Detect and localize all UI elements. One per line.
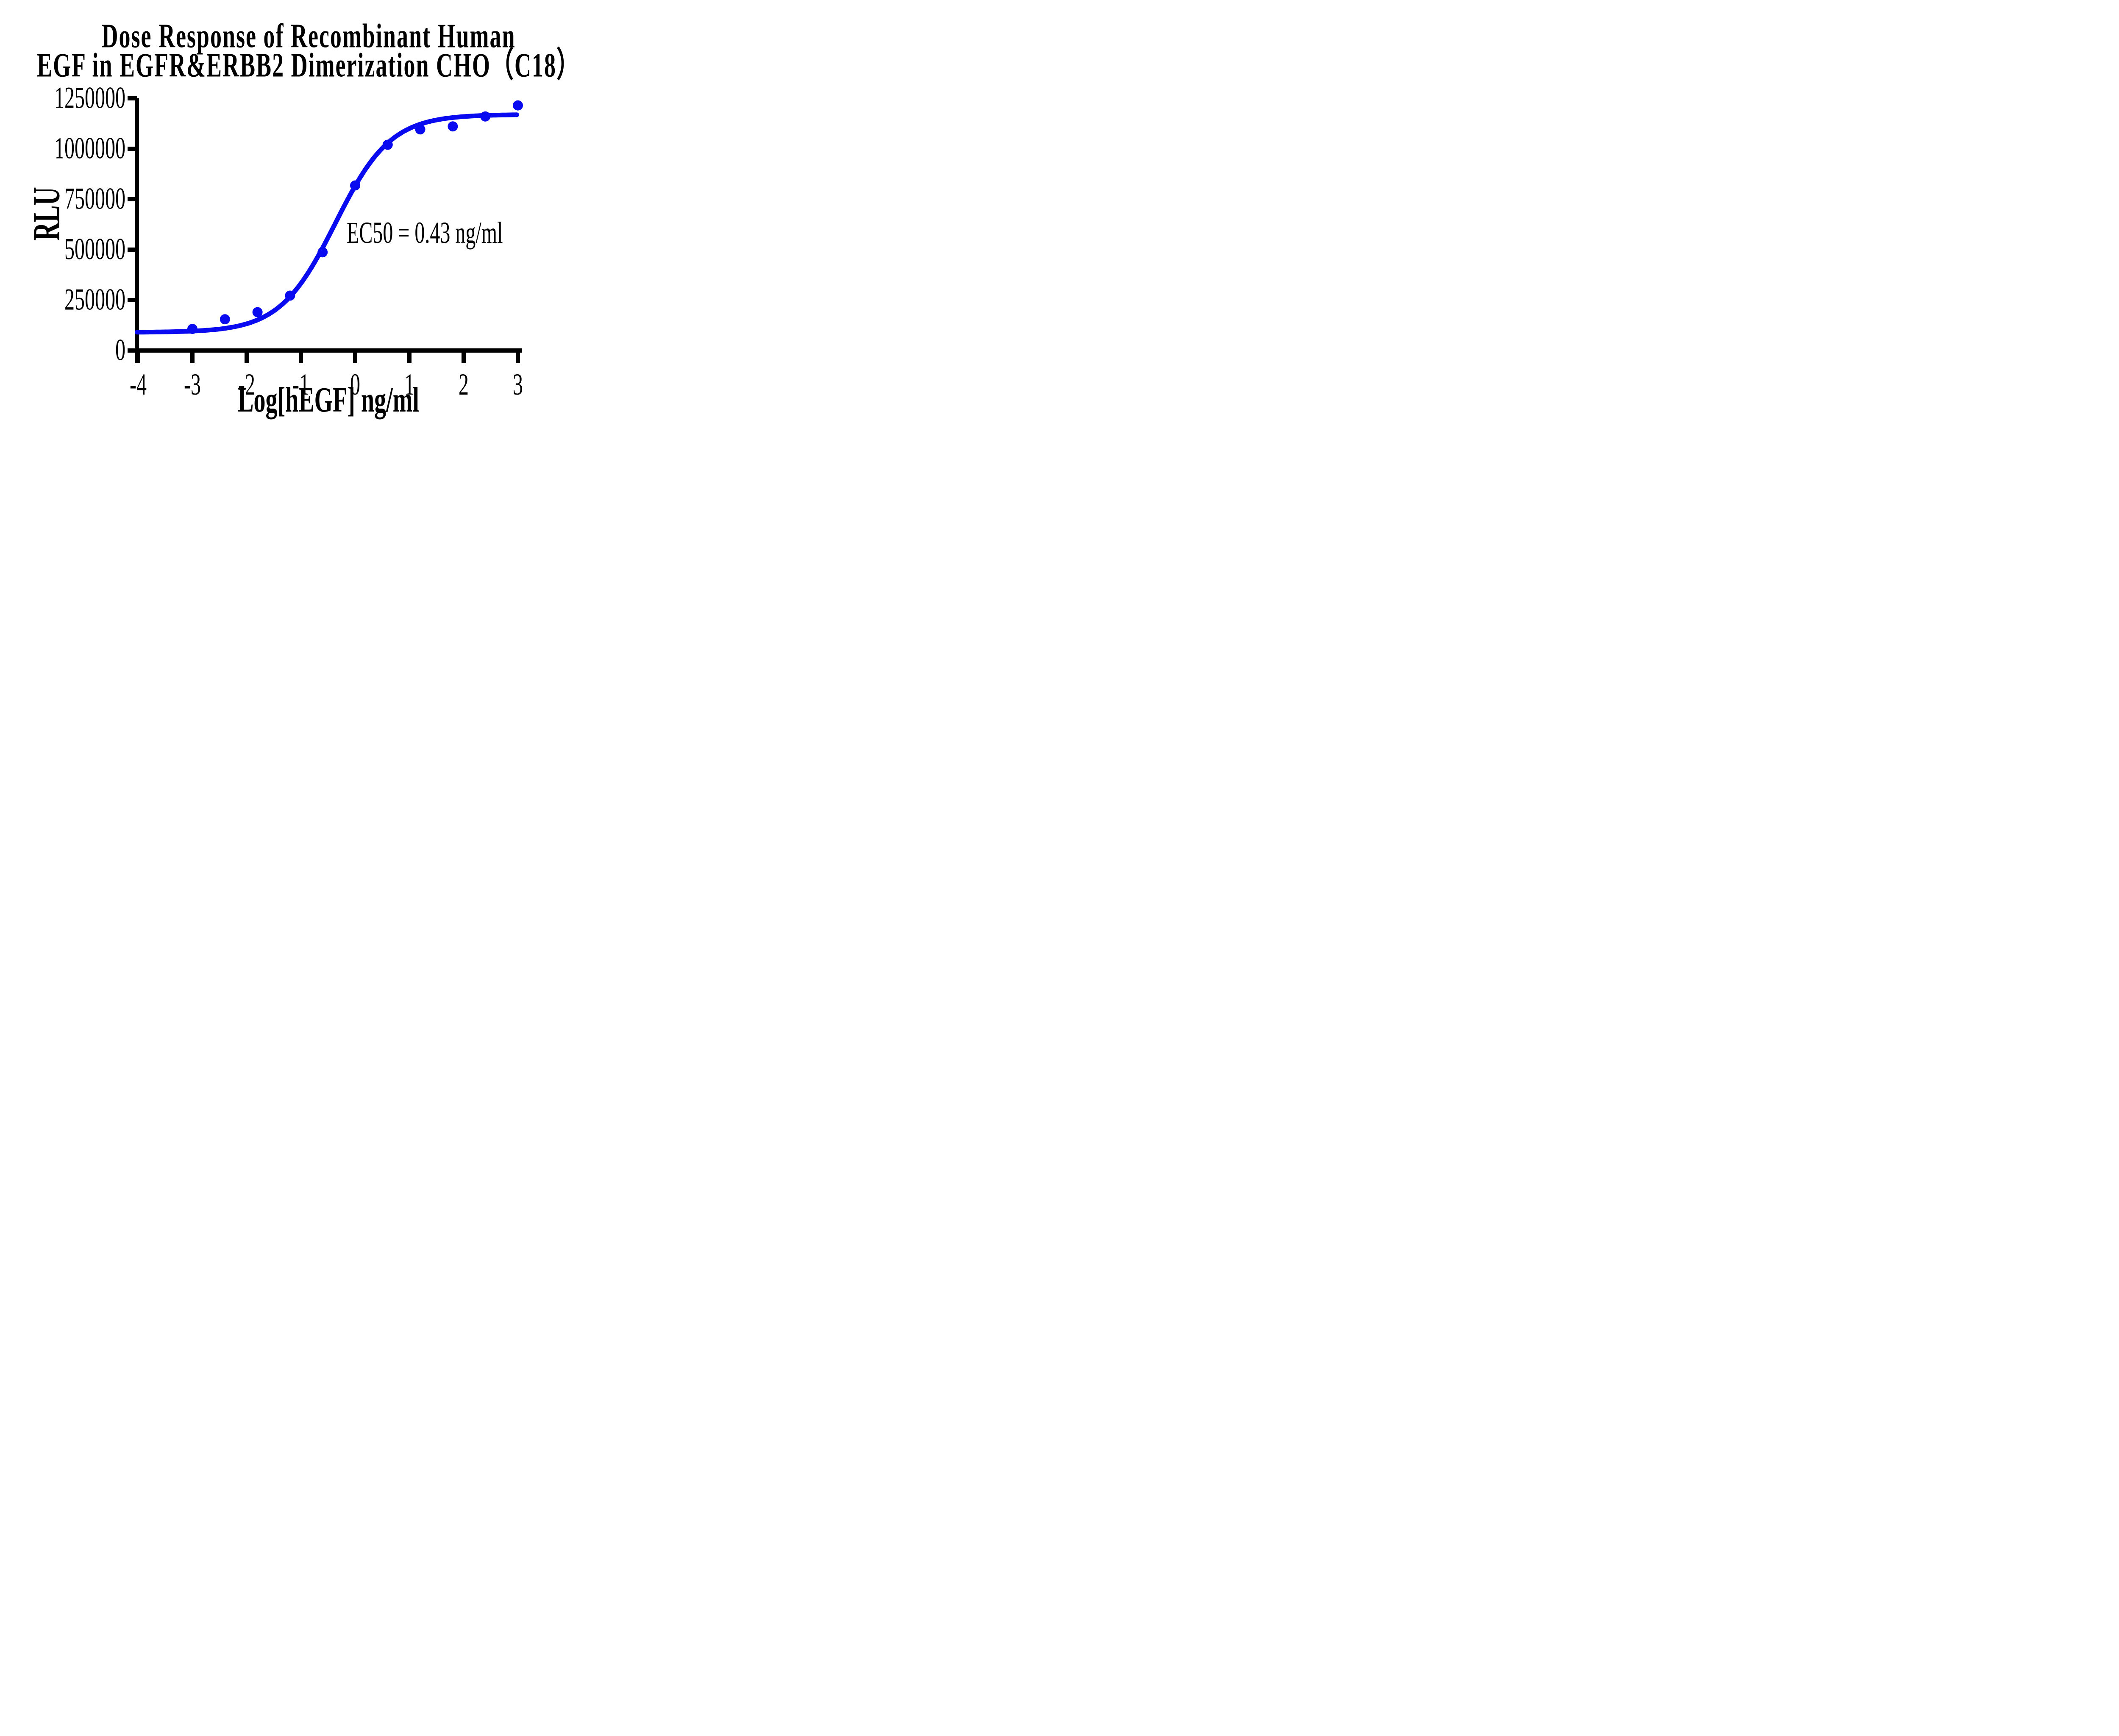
y-tick-label: 1250000 xyxy=(54,81,125,115)
x-axis-label: Log[hEGF] ng/ml xyxy=(238,380,419,420)
x-tick-label: 0 xyxy=(350,367,360,402)
fit-curve xyxy=(134,112,519,335)
data-point xyxy=(187,324,197,334)
data-point xyxy=(220,314,230,325)
x-tick-label: -2 xyxy=(238,367,255,402)
y-tick-label: 1000000 xyxy=(54,131,125,166)
data-point xyxy=(350,180,360,191)
x-tick-label: 1 xyxy=(404,367,414,402)
data-point xyxy=(480,111,491,122)
chart-title: Dose Response of Recombinant Human EGF i… xyxy=(0,17,617,84)
dose-response-figure: Dose Response of Recombinant Human EGF i… xyxy=(0,0,617,434)
data-point xyxy=(513,100,523,111)
y-tick-label: 500000 xyxy=(64,232,125,267)
y-tick-label: 0 xyxy=(115,333,125,367)
data-point xyxy=(382,139,393,150)
plot-area xyxy=(128,96,523,363)
chart-title-line1: Dose Response of Recombinant Human xyxy=(101,17,516,55)
data-point xyxy=(285,290,295,301)
data-point xyxy=(415,124,425,135)
x-tick-label: 3 xyxy=(513,367,523,402)
ec50-annotation: EC50 = 0.43 ng/ml xyxy=(347,216,503,250)
data-point xyxy=(252,307,263,317)
y-tick-label: 250000 xyxy=(64,283,125,317)
chart-title-line2: EGF in EGFR&ERBB2 Dimerization CHO（C18） xyxy=(37,46,580,84)
data-point xyxy=(317,247,328,258)
x-tick-label: -3 xyxy=(184,367,201,402)
data-point xyxy=(448,121,458,132)
x-tick-label: -4 xyxy=(130,367,147,402)
x-tick-label: -1 xyxy=(292,367,309,402)
y-tick-label: 750000 xyxy=(64,182,125,216)
x-tick-label: 2 xyxy=(459,367,469,402)
